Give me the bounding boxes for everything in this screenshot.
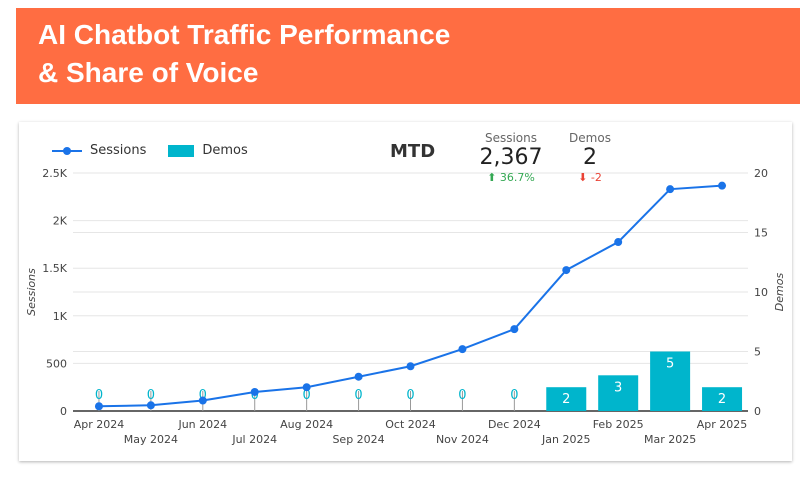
sessions-line <box>98 184 723 408</box>
demos-data-label: 0 <box>406 388 414 403</box>
sessions-point <box>666 185 675 194</box>
y2-tick-label: 10 <box>754 286 768 299</box>
y-tick-label: 1K <box>53 310 68 323</box>
kpi-label: Sessions <box>484 131 538 145</box>
demos-data-label: 0 <box>303 388 311 403</box>
y-tick-label: 0 <box>60 405 67 418</box>
x-tick-label: May 2024 <box>124 433 178 446</box>
demos-data-label: 0 <box>95 388 103 403</box>
legend-sessions-marker <box>52 146 82 155</box>
demos-data-label: 3 <box>614 380 622 395</box>
x-tick-label: Apr 2025 <box>697 418 748 431</box>
x-tick-label: Mar 2025 <box>644 433 696 446</box>
kpi-delta: ⬇ -2 <box>578 171 602 184</box>
sessions-point <box>614 238 623 247</box>
sessions-point <box>302 383 311 392</box>
legend-sessions[interactable]: Sessions <box>90 143 147 158</box>
demos-data-label: 0 <box>199 388 207 403</box>
x-tick-label: Jan 2025 <box>541 433 590 446</box>
demos-data-label: 5 <box>666 357 674 372</box>
demos-bar <box>598 375 639 411</box>
y-tick-label: 2.5K <box>42 167 67 180</box>
title-banner: AI Chatbot Traffic Performance & Share of… <box>16 8 800 104</box>
demos-data-label: 0 <box>510 388 518 403</box>
demos-data-label: 2 <box>562 392 570 407</box>
legend-demos[interactable]: Demos <box>202 143 248 158</box>
sessions-point <box>510 325 519 334</box>
demos-data-label: 2 <box>718 392 726 407</box>
mtd-label: MTD <box>390 141 436 162</box>
demos-bar <box>702 387 743 411</box>
sessions-point <box>354 372 363 381</box>
y-axis-title: Sessions <box>25 268 38 316</box>
kpi-value: 2 <box>583 145 597 170</box>
kpi-label: Demos <box>569 131 611 145</box>
legend: Sessions Demos <box>52 143 248 158</box>
sessions-kpi: Sessions 2,367 ⬆ 36.7% <box>478 131 544 184</box>
arrow-up-icon: ⬆ <box>487 171 497 184</box>
y2-axis-title: Demos <box>773 273 786 312</box>
y2-tick-label: 0 <box>754 405 761 418</box>
sessions-point <box>198 396 207 405</box>
sessions-point <box>250 387 259 396</box>
y2-tick-label: 20 <box>754 167 768 180</box>
demos-data-label: 0 <box>458 388 466 403</box>
x-tick-label: Nov 2024 <box>436 433 489 446</box>
y-tick-label: 500 <box>46 357 67 370</box>
demos-bar <box>546 387 587 411</box>
arrow-down-icon: ⬇ <box>578 171 588 184</box>
sessions-point <box>146 401 155 410</box>
x-tick-label: Jul 2024 <box>231 433 277 446</box>
x-tick-label: Aug 2024 <box>280 418 333 431</box>
x-tick-label: Dec 2024 <box>488 418 541 431</box>
x-tick-label: Oct 2024 <box>385 418 436 431</box>
demos-data-label: 0 <box>354 388 362 403</box>
x-tick-label: Feb 2025 <box>593 418 644 431</box>
y2-tick-label: 15 <box>754 227 768 240</box>
kpi-value: 2,367 <box>479 145 543 170</box>
title-line-2: & Share of Voice <box>38 57 259 88</box>
page-title: AI Chatbot Traffic Performance & Share of… <box>38 16 450 92</box>
sessions-point <box>458 345 467 354</box>
demos-bar <box>650 351 691 411</box>
legend-demos-swatch <box>168 144 195 157</box>
kpi-delta: ⬆ 36.7% <box>487 171 535 184</box>
y-tick-label: 2K <box>53 215 68 228</box>
sessions-point <box>562 266 571 275</box>
sessions-point <box>94 402 103 411</box>
demos-kpi: Demos 2 ⬇ -2 <box>560 131 620 184</box>
y-tick-label: 1.5K <box>42 262 67 275</box>
sessions-point <box>718 181 727 190</box>
demos-data-label: 0 <box>147 388 155 403</box>
sessions-point <box>406 362 415 371</box>
title-line-1: AI Chatbot Traffic Performance <box>38 19 451 50</box>
y2-tick-label: 5 <box>754 346 761 359</box>
x-tick-label: Apr 2024 <box>74 418 125 431</box>
x-tick-label: Jun 2024 <box>177 418 227 431</box>
x-tick-label: Sep 2024 <box>332 433 384 446</box>
